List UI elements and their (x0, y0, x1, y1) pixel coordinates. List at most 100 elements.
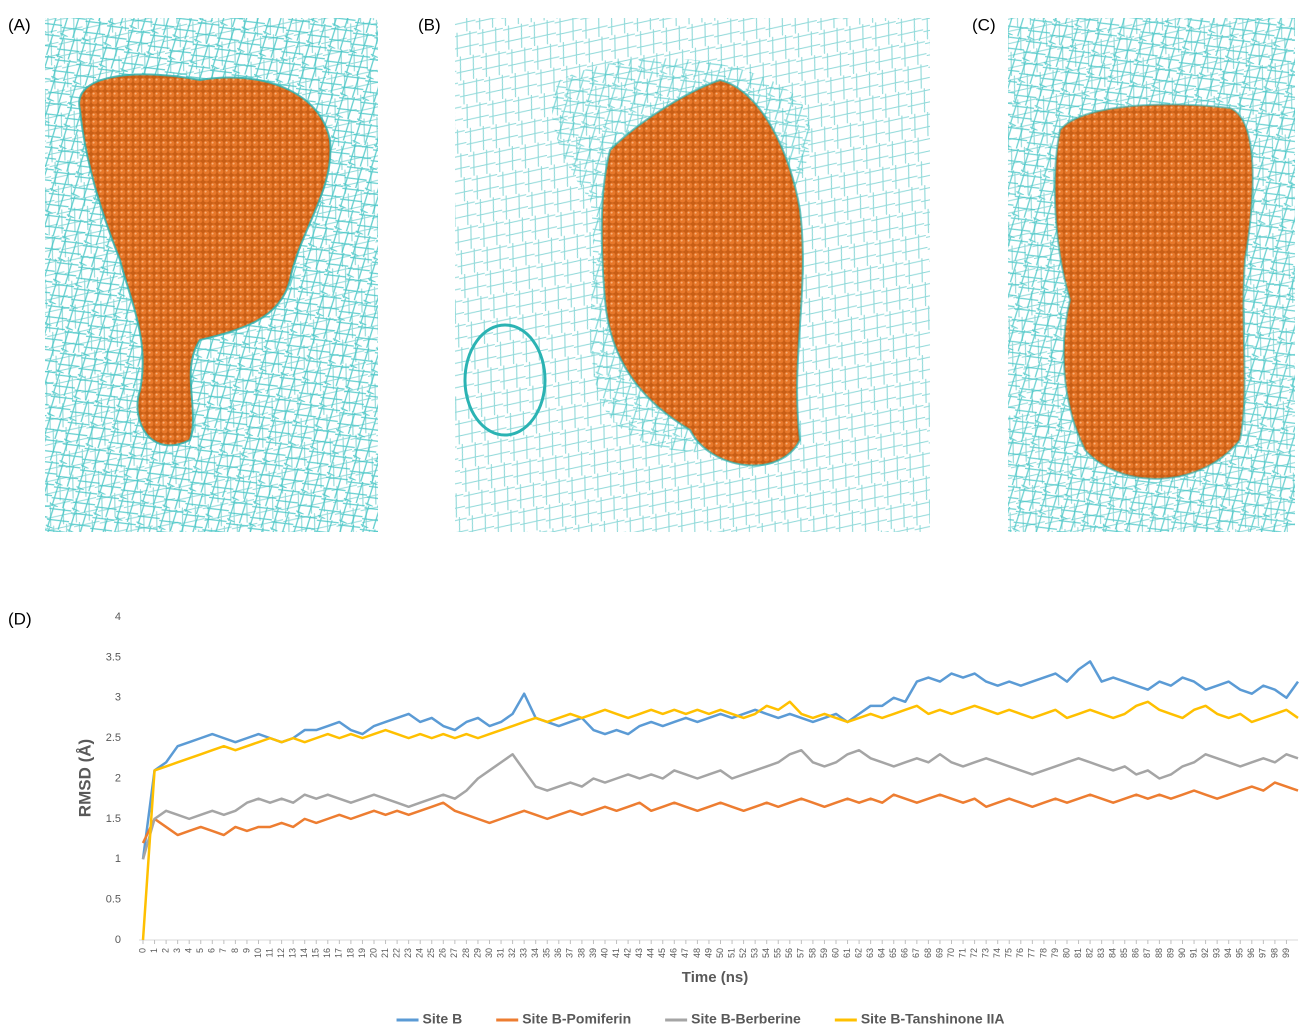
x-tick-label: 26 (438, 948, 448, 958)
x-tick-label: 90 (1177, 948, 1187, 958)
x-tick-label: 13 (288, 948, 298, 958)
x-tick-label: 82 (1084, 948, 1094, 958)
x-tick-label: 93 (1212, 948, 1222, 958)
y-tick-label: 2.5 (106, 732, 121, 744)
y-axis-label: RMSD (Å) (75, 739, 94, 817)
x-tick-label: 69 (934, 948, 944, 958)
y-tick-label: 4 (115, 611, 121, 623)
x-tick-label: 98 (1269, 948, 1279, 958)
panel-label: (C) (972, 15, 996, 34)
x-tick-label: 15 (311, 948, 321, 958)
x-tick-label: 68 (923, 948, 933, 958)
x-tick-label: 25 (426, 948, 436, 958)
x-tick-label: 40 (599, 948, 609, 958)
x-tick-label: 45 (657, 948, 667, 958)
y-tick-label: 3.5 (106, 651, 121, 663)
x-tick-label: 12 (276, 948, 286, 958)
x-tick-label: 8 (230, 948, 240, 953)
x-tick-label: 52 (738, 948, 748, 958)
x-tick-label: 67 (911, 948, 921, 958)
x-tick-label: 18 (345, 948, 355, 958)
x-tick-label: 87 (1142, 948, 1152, 958)
x-tick-label: 38 (576, 948, 586, 958)
x-tick-label: 61 (842, 948, 852, 958)
x-tick-label: 32 (507, 948, 517, 958)
x-tick-label: 81 (1073, 948, 1083, 958)
x-tick-label: 75 (1004, 948, 1014, 958)
x-tick-label: 31 (495, 948, 505, 958)
x-tick-label: 73 (981, 948, 991, 958)
x-tick-label: 43 (634, 948, 644, 958)
x-tick-label: 55 (773, 948, 783, 958)
legend-label: Site B-Tanshinone IIA (861, 1011, 1005, 1027)
legend-label: Site B-Berberine (691, 1011, 801, 1027)
x-tick-label: 89 (1165, 948, 1175, 958)
x-tick-label: 57 (796, 948, 806, 958)
panel-b-image (455, 18, 930, 532)
x-tick-label: 23 (403, 948, 413, 958)
panel-c-image (1008, 18, 1295, 532)
x-axis-label: Time (ns) (682, 969, 748, 986)
x-tick-label: 9 (241, 948, 251, 953)
x-tick-label: 30 (484, 948, 494, 958)
x-tick-label: 3 (172, 948, 182, 953)
x-tick-label: 94 (1223, 948, 1233, 958)
x-tick-label: 59 (819, 948, 829, 958)
x-tick-label: 95 (1235, 948, 1245, 958)
y-tick-label: 3 (115, 692, 121, 704)
x-tick-label: 48 (692, 948, 702, 958)
x-tick-label: 51 (726, 948, 736, 958)
y-tick-label: 1 (115, 853, 121, 865)
x-tick-label: 50 (715, 948, 725, 958)
x-tick-label: 83 (1096, 948, 1106, 958)
x-tick-label: 16 (322, 948, 332, 958)
x-tick-label: 76 (1015, 948, 1025, 958)
x-tick-label: 56 (784, 948, 794, 958)
x-tick-label: 21 (380, 948, 390, 958)
x-tick-label: 36 (553, 948, 563, 958)
x-tick-label: 66 (900, 948, 910, 958)
x-tick-label: 96 (1246, 948, 1256, 958)
x-tick-label: 24 (415, 948, 425, 958)
x-tick-label: 17 (334, 948, 344, 958)
x-tick-label: 70 (946, 948, 956, 958)
x-tick-label: 14 (299, 948, 309, 958)
legend: Site B Site B-Pomiferin Site B-Berberine Si… (396, 1011, 1005, 1027)
x-tick-label: 62 (853, 948, 863, 958)
x-tick-label: 74 (992, 948, 1002, 958)
x-tick-label: 64 (877, 948, 887, 958)
x-tick-label: 86 (1131, 948, 1141, 958)
x-tick-label: 60 (830, 948, 840, 958)
x-tick-label: 6 (207, 948, 217, 953)
x-tick-label: 33 (519, 948, 529, 958)
x-tick-label: 47 (680, 948, 690, 958)
y-tick-label: 1.5 (106, 813, 121, 825)
x-tick-label: 46 (669, 948, 679, 958)
x-tick-label: 92 (1200, 948, 1210, 958)
x-tick-label: 5 (195, 948, 205, 953)
x-tick-label: 91 (1188, 948, 1198, 958)
x-tick-label: 29 (472, 948, 482, 958)
x-tick-label: 7 (218, 948, 228, 953)
x-tick-label: 97 (1258, 948, 1268, 958)
x-tick-label: 20 (368, 948, 378, 958)
x-tick-label: 80 (1061, 948, 1071, 958)
x-tick-label: 99 (1281, 948, 1291, 958)
x-tick-label: 77 (1027, 948, 1037, 958)
x-tick-label: 79 (1050, 948, 1060, 958)
x-tick-label: 37 (565, 948, 575, 958)
x-tick-label: 2 (160, 948, 170, 953)
x-tick-label: 11 (264, 948, 274, 957)
y-tick-label: 0.5 (106, 894, 121, 906)
x-tick-label: 10 (253, 948, 263, 958)
panel-a-image (45, 18, 378, 532)
x-tick-label: 88 (1154, 948, 1164, 958)
x-tick-label: 19 (357, 948, 367, 958)
series-line (141, 748, 1299, 860)
x-tick-label: 34 (530, 948, 540, 958)
series-line (141, 781, 1299, 844)
x-tick-label: 49 (703, 948, 713, 958)
x-tick-label: 28 (461, 948, 471, 958)
x-tick-label: 42 (622, 948, 632, 958)
